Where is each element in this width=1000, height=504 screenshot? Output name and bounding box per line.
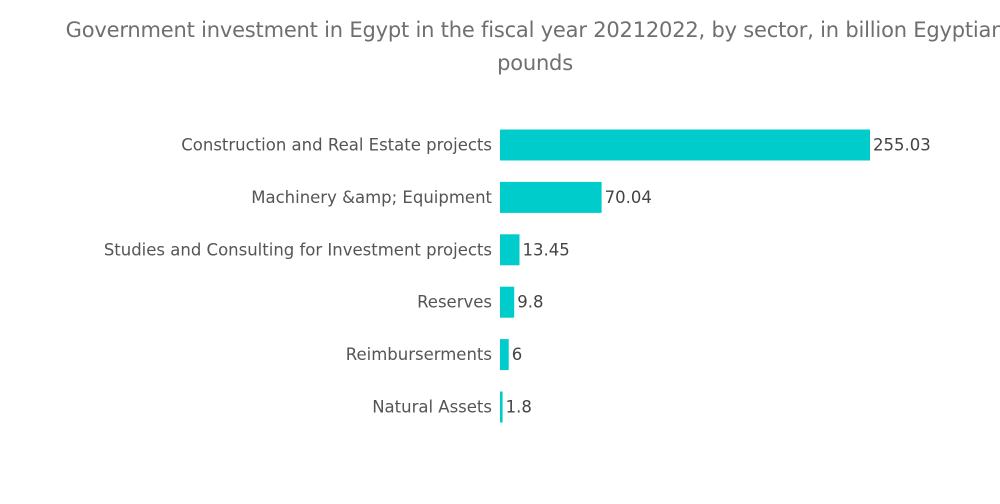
value-label-3: 9.8 (517, 293, 543, 312)
bar-1 (500, 181, 602, 213)
category-label-3: Reserves (417, 293, 492, 312)
value-label-4: 6 (512, 345, 522, 364)
bar-5 (500, 391, 503, 423)
category-label-2: Studies and Consulting for Investment pr… (104, 240, 492, 259)
bar-2 (500, 234, 520, 266)
category-label-1: Machinery &amp; Equipment (251, 188, 492, 207)
category-labels: Construction and Real Estate projects Mac… (104, 136, 493, 417)
value-label-0: 255.03 (873, 136, 931, 155)
bar-0 (500, 129, 870, 161)
chart-title: Government investment in Egypt in the fi… (65, 18, 1000, 75)
value-label-1: 70.04 (605, 188, 652, 207)
category-label-4: Reimburserments (346, 345, 492, 364)
bar-4 (500, 339, 509, 371)
category-label-0: Construction and Real Estate projects (181, 136, 492, 155)
value-labels: 255.03 70.04 13.45 9.8 6 1.8 (506, 136, 931, 417)
category-label-5: Natural Assets (372, 398, 492, 417)
value-label-5: 1.8 (506, 398, 532, 417)
bars-layer (500, 129, 870, 423)
bar-3 (500, 286, 515, 318)
value-label-2: 13.45 (523, 240, 570, 259)
